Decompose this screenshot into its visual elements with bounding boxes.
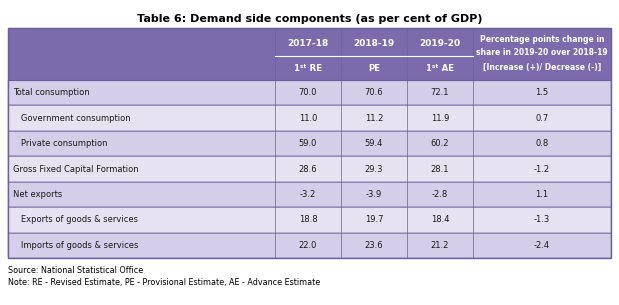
Text: 1.5: 1.5 <box>535 88 548 97</box>
Text: Total consumption: Total consumption <box>13 88 90 97</box>
Text: -3.2: -3.2 <box>300 190 316 199</box>
Text: 60.2: 60.2 <box>431 139 449 148</box>
Text: -3.9: -3.9 <box>366 190 382 199</box>
Text: share in 2019-20 over 2018-19: share in 2019-20 over 2018-19 <box>476 48 608 57</box>
Text: 28.6: 28.6 <box>299 164 318 174</box>
Text: 2018-19: 2018-19 <box>353 39 395 48</box>
Text: 18.8: 18.8 <box>299 215 318 224</box>
Text: 11.2: 11.2 <box>365 114 383 123</box>
Text: -1.2: -1.2 <box>534 164 550 174</box>
Bar <box>8 106 611 131</box>
Text: 22.0: 22.0 <box>299 241 317 250</box>
Text: -1.3: -1.3 <box>534 215 550 224</box>
Bar <box>8 156 611 182</box>
Text: Private consumption: Private consumption <box>13 139 108 148</box>
Text: 72.1: 72.1 <box>431 88 449 97</box>
Text: 21.2: 21.2 <box>431 241 449 250</box>
Bar <box>8 28 611 258</box>
Text: PE: PE <box>368 64 380 73</box>
Bar <box>8 182 611 207</box>
Bar <box>8 233 611 258</box>
Text: Net exports: Net exports <box>13 190 63 199</box>
Text: 19.7: 19.7 <box>365 215 383 224</box>
Text: 1.1: 1.1 <box>535 190 548 199</box>
Text: 23.6: 23.6 <box>365 241 383 250</box>
Text: -2.4: -2.4 <box>534 241 550 250</box>
Text: 59.0: 59.0 <box>299 139 317 148</box>
Text: Table 6: Demand side components (as per cent of GDP): Table 6: Demand side components (as per … <box>137 14 482 24</box>
Text: -2.8: -2.8 <box>432 190 448 199</box>
Text: Government consumption: Government consumption <box>13 114 131 123</box>
Text: 59.4: 59.4 <box>365 139 383 148</box>
Text: 18.4: 18.4 <box>431 215 449 224</box>
Text: 2017-18: 2017-18 <box>287 39 329 48</box>
Text: Percentage points change in: Percentage points change in <box>480 35 604 44</box>
Text: 2019-20: 2019-20 <box>420 39 461 48</box>
Text: Note: RE - Revised Estimate, PE - Provisional Estimate, AE - Advance Estimate: Note: RE - Revised Estimate, PE - Provis… <box>8 278 320 287</box>
Bar <box>8 131 611 156</box>
Text: 70.6: 70.6 <box>365 88 383 97</box>
Text: Exports of goods & services: Exports of goods & services <box>13 215 138 224</box>
Text: Imports of goods & services: Imports of goods & services <box>13 241 139 250</box>
Bar <box>8 207 611 233</box>
Bar <box>8 28 611 80</box>
Text: 29.3: 29.3 <box>365 164 383 174</box>
Text: 0.8: 0.8 <box>535 139 548 148</box>
Text: 28.1: 28.1 <box>431 164 449 174</box>
Text: 11.0: 11.0 <box>299 114 317 123</box>
Text: 11.9: 11.9 <box>431 114 449 123</box>
Text: 1ˢᵗ RE: 1ˢᵗ RE <box>294 64 322 73</box>
Text: 70.0: 70.0 <box>299 88 318 97</box>
Text: Source: National Statistical Office: Source: National Statistical Office <box>8 266 143 275</box>
Text: Gross Fixed Capital Formation: Gross Fixed Capital Formation <box>13 164 139 174</box>
Text: [Increase (+)/ Decrease (-)]: [Increase (+)/ Decrease (-)] <box>483 63 601 72</box>
Text: 0.7: 0.7 <box>535 114 548 123</box>
Bar <box>8 80 611 106</box>
Text: 1ˢᵗ AE: 1ˢᵗ AE <box>426 64 454 73</box>
